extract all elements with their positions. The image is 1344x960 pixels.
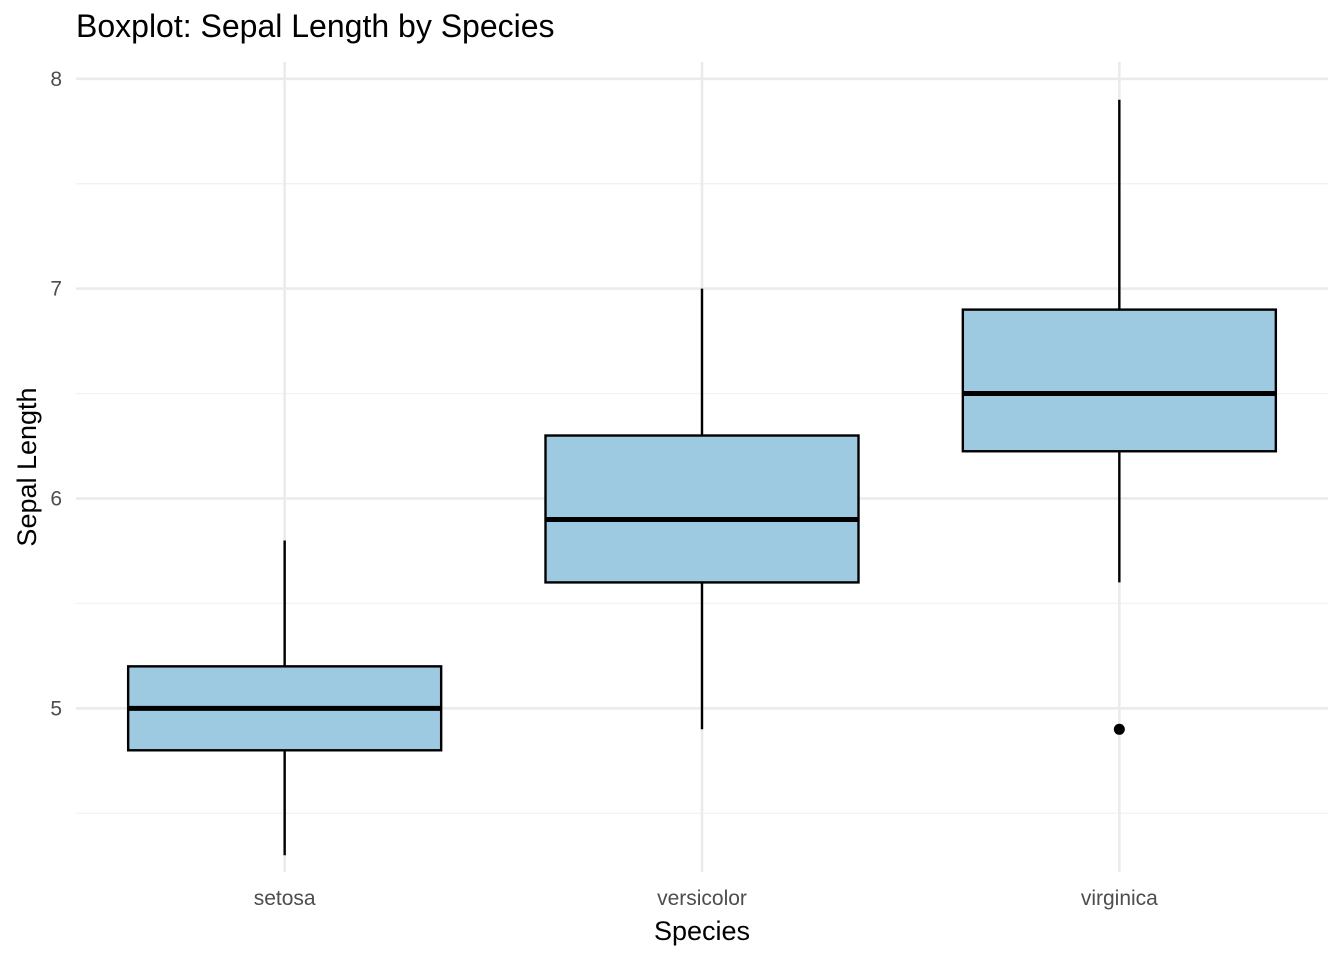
y-tick-label: 8 (50, 68, 62, 91)
box-layer (126, 99, 1278, 856)
outlier-point (1113, 723, 1125, 735)
box-body (961, 308, 1278, 453)
box-versicolor (544, 288, 860, 730)
y-tick-label: 7 (50, 278, 62, 301)
y-tick-label: 6 (50, 487, 62, 510)
box-virginica (961, 99, 1278, 735)
x-tick-label: virginica (1081, 887, 1158, 910)
box-setosa (126, 540, 443, 856)
chart-title: Boxplot: Sepal Length by Species (76, 8, 555, 44)
x-axis-title: Species (654, 916, 750, 946)
label-layer: 5 6 7 8 setosa versicolor virginica Species Sepa… (12, 68, 1158, 946)
x-tick-label: versicolor (657, 887, 747, 910)
y-tick-label: 5 (50, 697, 62, 720)
x-tick-label: setosa (254, 887, 316, 910)
box-body (544, 434, 860, 584)
y-axis-title: Sepal Length (12, 387, 42, 546)
